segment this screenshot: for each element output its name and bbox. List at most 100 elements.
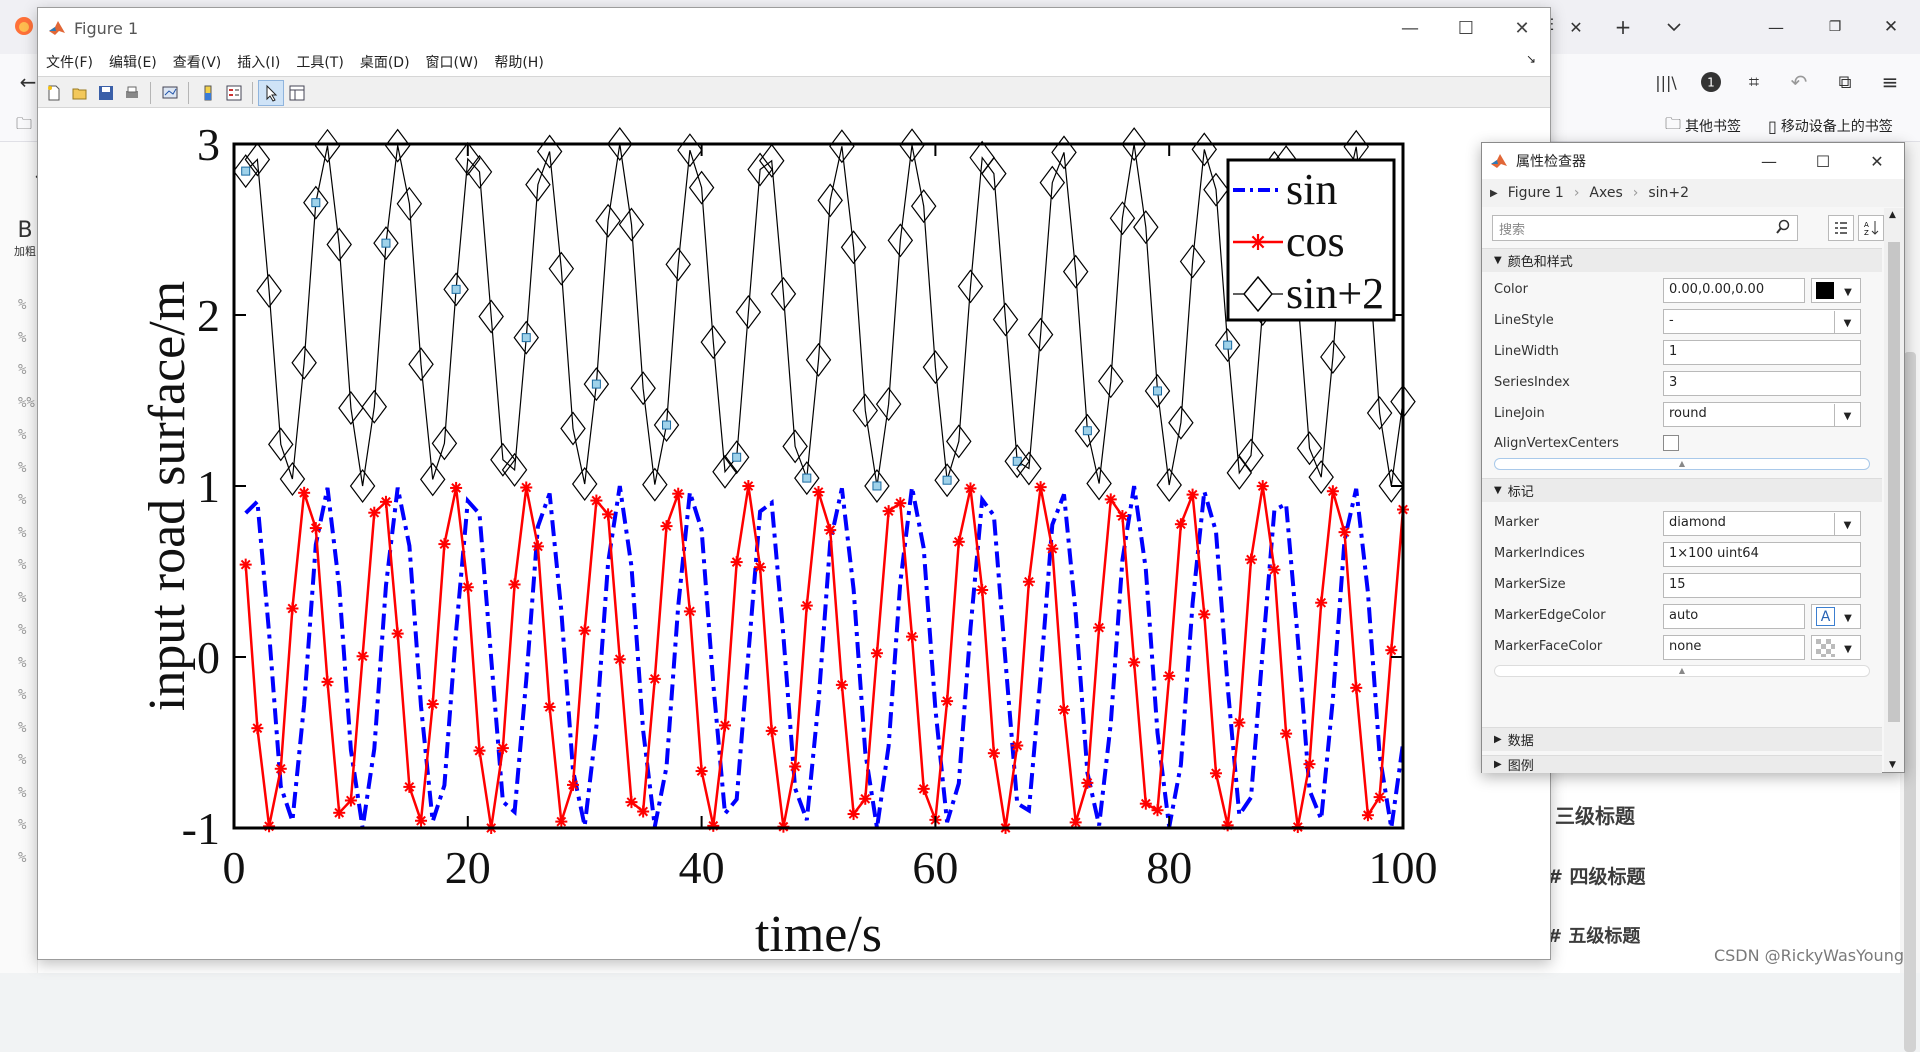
marker-asterisk: [1373, 791, 1386, 804]
inspector-minimize-icon[interactable]: —: [1761, 151, 1777, 171]
marker-diamond: [1156, 467, 1182, 502]
markeredgecolor-picker-button[interactable]: A ▼: [1811, 604, 1861, 629]
alignvertexcenters-checkbox[interactable]: [1663, 435, 1679, 451]
library-icon[interactable]: |||\: [1655, 72, 1677, 92]
insert-legend-icon[interactable]: [221, 80, 247, 106]
inspector-scrollbar-thumb[interactable]: [1888, 242, 1900, 722]
marker-asterisk: [672, 487, 685, 500]
color-picker-button[interactable]: ▼: [1811, 278, 1861, 303]
figure-maximize-icon[interactable]: ☐: [1457, 17, 1475, 39]
close-window-icon[interactable]: ✕: [1883, 17, 1899, 37]
save-icon[interactable]: [93, 80, 119, 106]
breadcrumb-axes[interactable]: Axes: [1589, 185, 1623, 201]
search-icon[interactable]: [1775, 219, 1791, 235]
legend-marker-asterisk: [1250, 234, 1266, 250]
tab-list-chevron-down-icon[interactable]: [1660, 13, 1688, 41]
outline-heading-5[interactable]: # 五级标题: [1547, 926, 1641, 947]
menu-icon[interactable]: ≡: [1881, 70, 1899, 94]
markersize-input[interactable]: 15: [1663, 573, 1861, 598]
outline-heading-4[interactable]: # 四级标题: [1547, 866, 1646, 888]
menu-desktop[interactable]: 桌面(D): [359, 55, 410, 71]
marker-diamond: [1027, 317, 1054, 352]
edit-plot-pointer-icon[interactable]: [258, 80, 284, 106]
menu-help[interactable]: 帮助(H): [494, 55, 544, 71]
bold-button[interactable]: B 加粗: [10, 218, 40, 259]
crop-icon[interactable]: ⌗: [1748, 71, 1760, 93]
breadcrumb-line[interactable]: sin+2: [1648, 185, 1690, 201]
page-scrollbar-thumb[interactable]: [1904, 352, 1916, 1052]
expand-more-properties[interactable]: ▲: [1494, 458, 1870, 470]
bookmark-mobile[interactable]: ▯ 移动设备上的书签: [1768, 116, 1893, 136]
marker-asterisk: [543, 700, 556, 713]
back-arrow-icon[interactable]: ←: [19, 70, 37, 94]
minimize-icon[interactable]: —: [1768, 17, 1784, 37]
marker-asterisk: [1011, 739, 1024, 752]
linestyle-select[interactable]: - ▼: [1663, 309, 1861, 334]
prop-row-marker: Marker diamond ▼: [1482, 510, 1882, 536]
color-value-field[interactable]: 0.00,0.00,0.00: [1663, 278, 1805, 303]
breadcrumb-figure[interactable]: Figure 1: [1507, 185, 1564, 201]
linewidth-input[interactable]: 1: [1663, 340, 1861, 365]
menu-tools[interactable]: 工具(T): [296, 55, 344, 71]
inspector-search-input[interactable]: 搜索: [1492, 215, 1798, 241]
scroll-down-icon[interactable]: ▼: [1889, 760, 1896, 770]
property-inspector-icon[interactable]: [284, 80, 310, 106]
account-badge-icon[interactable]: 1: [1697, 68, 1725, 96]
marker-asterisk: [1046, 542, 1059, 555]
marker-diamond: [1133, 210, 1159, 245]
markeredgecolor-input[interactable]: auto: [1663, 604, 1805, 629]
marker-diamond: [817, 183, 843, 218]
outline-heading-3[interactable]: 三级标题: [1555, 804, 1635, 828]
markerindices-input[interactable]: 1×100 uint64: [1663, 542, 1861, 567]
marker-diamond: [642, 467, 668, 502]
legend-marker-diamond: [1243, 275, 1273, 313]
y-tick-label: 0: [197, 632, 220, 683]
group-view-icon[interactable]: [1828, 215, 1854, 241]
color-swatch: [1816, 282, 1834, 299]
inspector-close-icon[interactable]: ✕: [1870, 151, 1884, 171]
menu-edit[interactable]: 编辑(E): [108, 55, 157, 71]
marker-diamond: [723, 440, 750, 475]
insert-colorbar-icon[interactable]: [195, 80, 221, 106]
figure-close-icon[interactable]: ✕: [1514, 17, 1530, 39]
section-data[interactable]: ▶ 数据: [1482, 727, 1882, 751]
menu-file[interactable]: 文件(F): [46, 55, 93, 71]
section-color-style[interactable]: ▼ 颜色和样式: [1482, 248, 1882, 272]
menu-view[interactable]: 查看(V): [172, 55, 222, 71]
figure-minimize-icon[interactable]: —: [1401, 17, 1419, 39]
markerfacecolor-input[interactable]: none: [1663, 635, 1805, 660]
new-tab-icon[interactable]: +: [1614, 15, 1632, 39]
marker-asterisk: [754, 561, 767, 574]
section-marker[interactable]: ▼ 标记: [1482, 478, 1882, 502]
svg-text:A: A: [1864, 221, 1869, 229]
menu-insert[interactable]: 插入(I): [237, 55, 281, 71]
new-figure-icon[interactable]: [41, 80, 67, 106]
marker-diamond: [571, 466, 598, 501]
marker-diamond: [1168, 405, 1194, 440]
breadcrumb-chevron-icon: ›: [1632, 185, 1639, 201]
section-legend[interactable]: ▶ 图例: [1482, 755, 1882, 774]
markerfacecolor-picker-button[interactable]: ▼: [1811, 635, 1861, 660]
undo-icon[interactable]: ↶: [1790, 70, 1808, 94]
extensions-icon[interactable]: ⧉: [1838, 71, 1852, 93]
inspector-scrollbar[interactable]: ▲ ▼: [1884, 208, 1904, 772]
marker-select[interactable]: diamond ▼: [1663, 511, 1861, 536]
page-scrollbar[interactable]: [1900, 142, 1920, 1052]
linejoin-select[interactable]: round ▼: [1663, 402, 1861, 427]
marker-asterisk: [648, 672, 661, 685]
marker-asterisk: [906, 630, 919, 643]
restore-icon[interactable]: ❐: [1828, 19, 1842, 35]
close-tab-icon[interactable]: ✕: [1569, 17, 1583, 37]
menu-window[interactable]: 窗口(W): [425, 55, 479, 71]
marker-diamond: [852, 393, 879, 428]
link-plot-icon[interactable]: [157, 80, 183, 106]
expand-more-marker-properties[interactable]: ▲: [1494, 665, 1870, 677]
dock-arrow-icon[interactable]: ↘: [1525, 52, 1536, 66]
open-file-icon[interactable]: [67, 80, 93, 106]
inspector-maximize-icon[interactable]: ☐: [1815, 151, 1831, 171]
print-icon[interactable]: [119, 80, 145, 106]
bookmark-other[interactable]: 🗀 其他书签: [1665, 113, 1741, 139]
seriesindex-input[interactable]: 3: [1663, 371, 1861, 396]
scroll-up-icon[interactable]: ▲: [1889, 210, 1896, 220]
